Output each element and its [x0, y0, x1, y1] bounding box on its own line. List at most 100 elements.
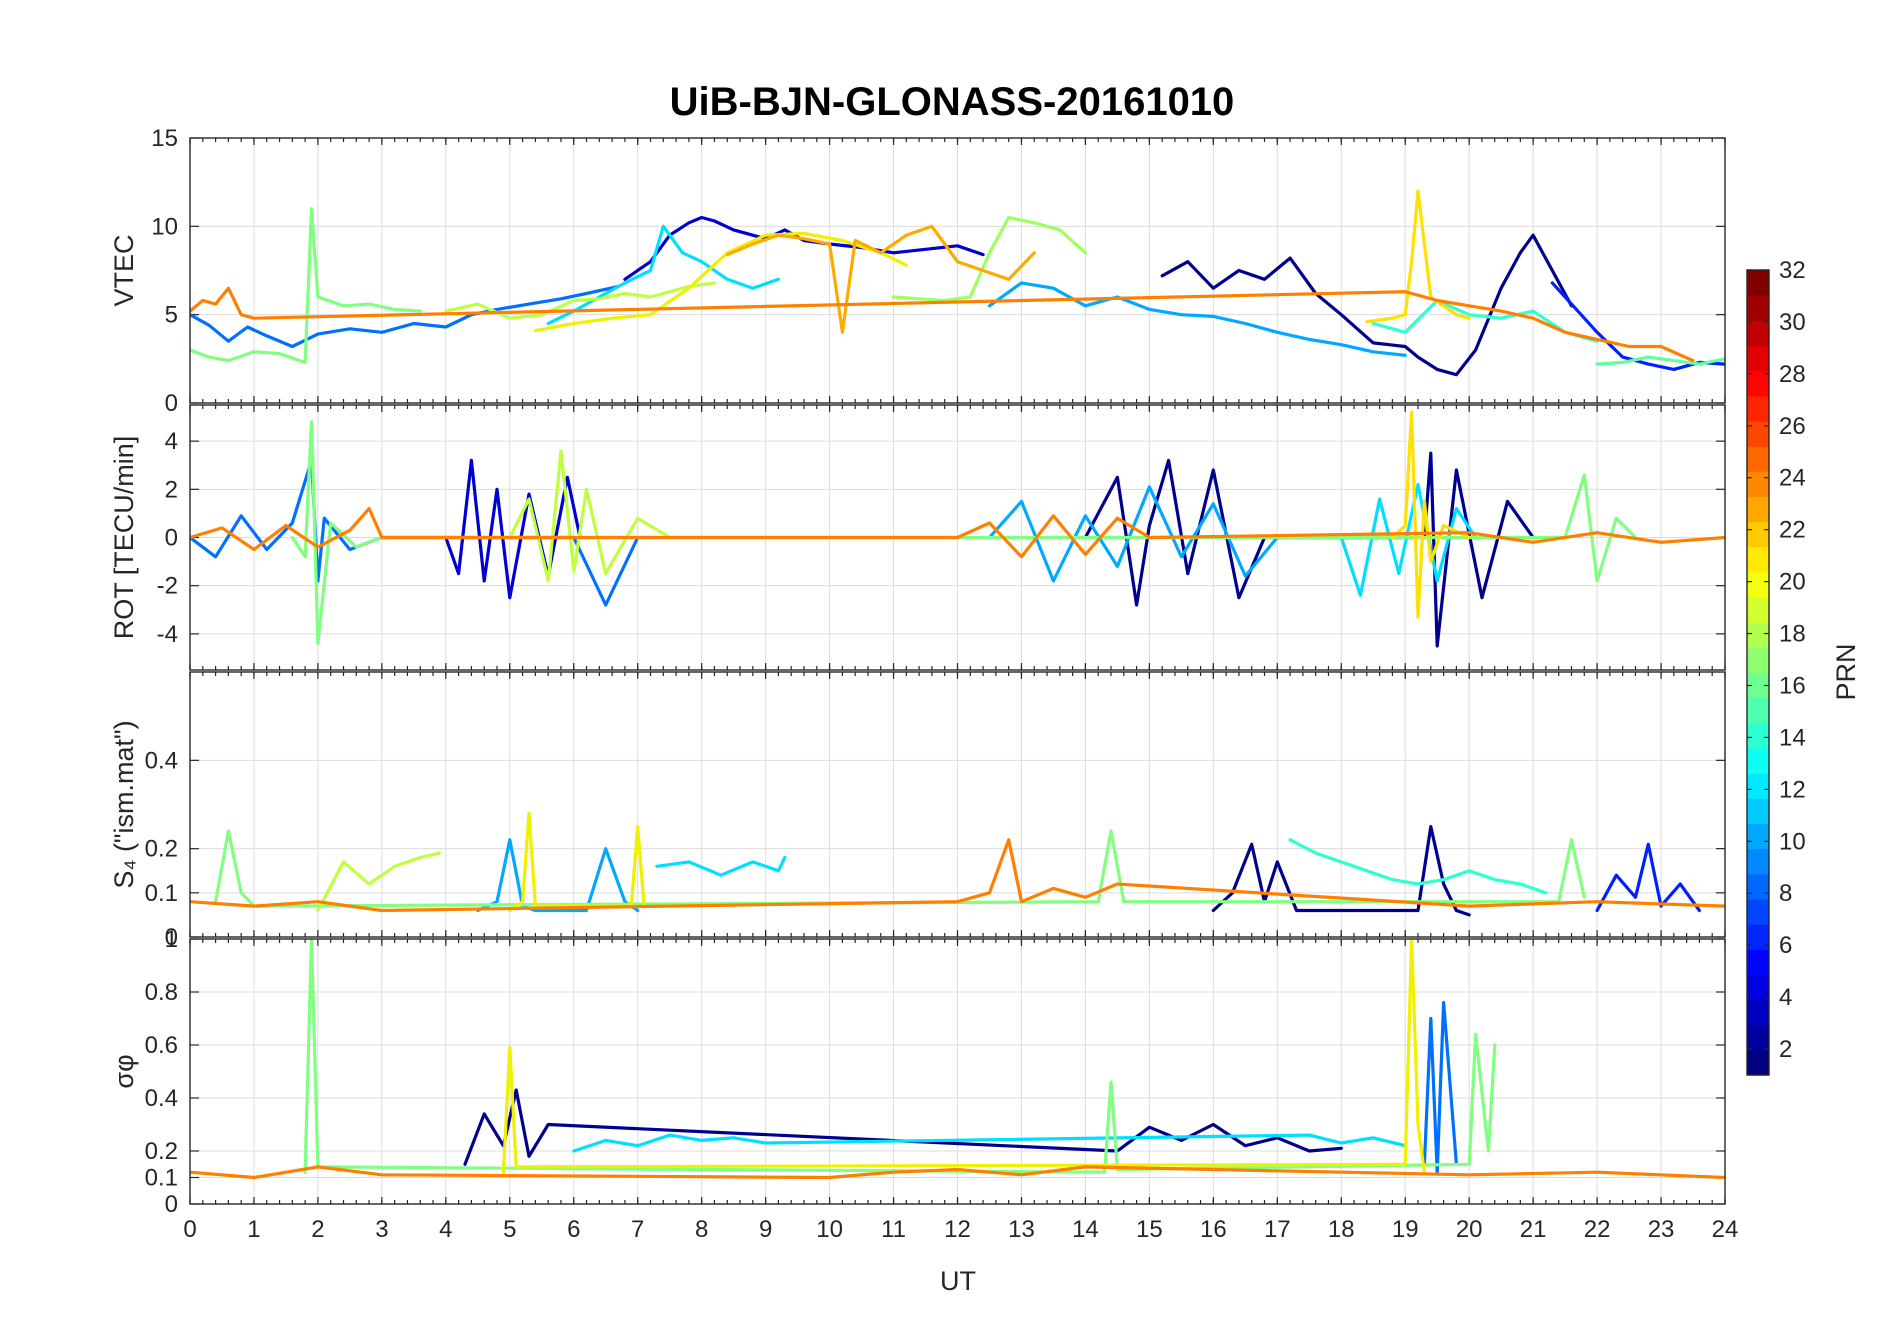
series-line-prn-20: [508, 811, 646, 913]
series-group: [190, 410, 1725, 648]
colorbar-segment: [1747, 345, 1769, 372]
y-tick-label: 4: [165, 428, 178, 455]
colorbar-segment: [1747, 295, 1769, 321]
y-tick-label: 0.1: [145, 1165, 178, 1192]
series-line-prn-2: [1211, 824, 1471, 917]
x-tick-label: 6: [567, 1216, 580, 1243]
series-group: [190, 811, 1725, 917]
y-tick-label: 0.1: [145, 880, 178, 907]
colorbar-segment: [1747, 999, 1769, 1026]
series-line-prn-21: [1365, 189, 1471, 324]
colorbar-label: PRN: [1831, 643, 1861, 700]
x-tick-label: 0: [183, 1216, 196, 1243]
colorbar-segment: [1747, 370, 1769, 397]
axes-frame: [189, 671, 1726, 938]
y-tick-label: 1: [165, 926, 178, 953]
colorbar-segment: [1747, 798, 1769, 825]
y-axis-label: VTEC: [109, 234, 139, 306]
y-tick-label: 0.6: [145, 1032, 178, 1059]
panel-s4: 0 0.1 0.2 0.4S₄ ("ism.mat"): [109, 671, 1726, 951]
colorbar-segment: [1747, 270, 1769, 296]
series-line-prn-16: [303, 939, 1497, 1174]
colorbar-tick-label: 12: [1779, 776, 1806, 803]
x-tick-label: 9: [759, 1216, 772, 1243]
colorbar-segment: [1747, 571, 1769, 598]
chart-title: UiB-BJN-GLONASS-20161010: [670, 80, 1235, 124]
series-line-prn-4: [444, 458, 582, 600]
colorbar-segment: [1747, 1049, 1769, 1076]
series-line-prn-12: [546, 224, 781, 326]
y-tick-label: 5: [165, 302, 178, 329]
series-line-prn-24: [190, 1165, 1725, 1180]
panel-vtec: 0 5 10 15 VTEC: [109, 125, 1726, 417]
y-tick-label: 0: [165, 390, 178, 417]
series-line-prn-21: [1390, 410, 1471, 619]
colorbar-segment: [1747, 747, 1769, 774]
colorbar-segment: [1747, 320, 1769, 347]
colorbar-segment: [1747, 697, 1769, 724]
x-tick-label: 8: [695, 1216, 708, 1243]
series-line-prn-24: [190, 286, 1695, 363]
colorbar-segment: [1747, 521, 1769, 548]
panel-rot: -4 -2 0 2 4 ROT [TECU/min]: [109, 404, 1726, 671]
series-line-prn-17: [891, 215, 1088, 303]
series-line-prn-12: [655, 855, 787, 877]
y-axis-label: S₄ ("ism.mat"): [109, 720, 139, 888]
y-tick-label: 0.4: [145, 1085, 178, 1112]
x-tick-label: 13: [1008, 1216, 1035, 1243]
y-tick-label: 0: [165, 1191, 178, 1218]
x-tick-label: 23: [1648, 1216, 1675, 1243]
series-line-prn-10: [476, 838, 640, 913]
series-line-prn-12: [572, 1133, 1407, 1153]
colorbar-tick-label: 28: [1779, 361, 1806, 388]
colorbar-tick-label: 16: [1779, 672, 1806, 699]
y-tick-label: 15: [151, 125, 178, 152]
colorbar-segment: [1747, 823, 1769, 850]
colorbar-tick-label: 4: [1779, 984, 1792, 1011]
colorbar-tick-label: 6: [1779, 932, 1792, 959]
colorbar-segment: [1747, 873, 1769, 900]
series-line-prn-16: [290, 420, 1638, 646]
colorbar-tick-label: 20: [1779, 569, 1806, 596]
x-tick-label: 19: [1392, 1216, 1419, 1243]
colorbar-segment: [1747, 622, 1769, 648]
series-line-prn-18: [316, 851, 441, 913]
x-tick-label: 21: [1520, 1216, 1547, 1243]
colorbar-segment: [1747, 597, 1769, 623]
colorbar-segment: [1747, 395, 1769, 422]
colorbar-segment: [1747, 496, 1769, 523]
colorbar-tick-label: 10: [1779, 828, 1806, 855]
colorbar-segment: [1747, 949, 1769, 975]
series-line-prn-16: [214, 829, 1586, 908]
x-tick-label: 20: [1456, 1216, 1483, 1243]
y-tick-label: 0: [165, 924, 178, 951]
colorbar-segment: [1747, 647, 1769, 674]
series-line-prn-2: [1160, 233, 1574, 377]
colorbar-tick-label: 18: [1779, 621, 1806, 648]
colorbar-segment: [1747, 471, 1769, 498]
x-axis-label: UT: [940, 1266, 976, 1296]
y-tick-label: 0: [165, 525, 178, 552]
x-tick-label: 5: [503, 1216, 516, 1243]
colorbar-segment: [1747, 1024, 1769, 1051]
colorbar-tick-label: 26: [1779, 413, 1806, 440]
x-tick-label: 7: [631, 1216, 644, 1243]
x-tick-label: 4: [439, 1216, 452, 1243]
y-tick-label: -2: [157, 573, 178, 600]
colorbar-tick-label: 32: [1779, 257, 1806, 284]
x-tick-label: 1: [247, 1216, 260, 1243]
colorbar-segment: [1747, 420, 1769, 447]
colorbar-tick-label: 30: [1779, 309, 1806, 336]
colorbar-frame: [1746, 269, 1770, 1076]
series-line-prn-10: [987, 281, 1407, 357]
x-tick-label: 10: [816, 1216, 843, 1243]
series-group: [190, 939, 1725, 1180]
x-tick-label: 14: [1072, 1216, 1099, 1243]
x-tick-label: 3: [375, 1216, 388, 1243]
series-line-prn-13: [1288, 838, 1548, 895]
colorbar-segment: [1747, 848, 1769, 875]
colorbar-tick-label: 22: [1779, 517, 1806, 544]
axes-frame: [189, 137, 1726, 404]
